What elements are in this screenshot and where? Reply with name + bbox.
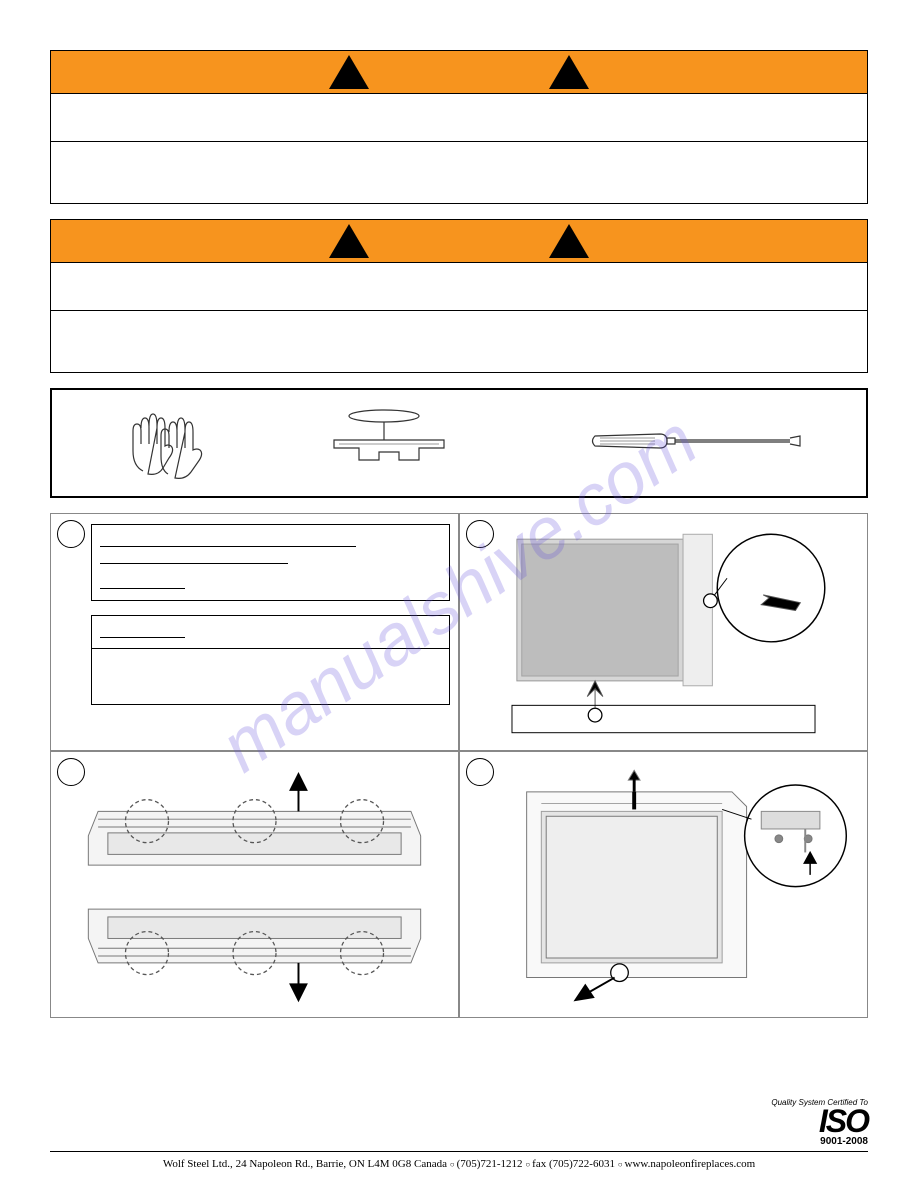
iso-badge: Quality System Certified To ISO 9001-200… [50, 1098, 868, 1147]
step-number-2 [466, 520, 494, 548]
iso-logo-text: ISO [819, 1107, 868, 1136]
step2-diagram [468, 522, 859, 742]
gloves-icon [113, 396, 223, 491]
warning-triangle-icon [329, 55, 369, 89]
iso-number: 9001-2008 [820, 1136, 868, 1147]
step1-text-box-a [91, 524, 450, 601]
warning-row [51, 262, 867, 310]
warning-row [51, 310, 867, 372]
step-2-cell [459, 513, 868, 751]
warning-triangle-icon [549, 224, 589, 258]
step-4-cell [459, 751, 868, 1018]
step-number-1 [57, 520, 85, 548]
step2-caption-box [512, 705, 815, 732]
step4-diagram [468, 760, 859, 1009]
step-number-3 [57, 758, 85, 786]
warning-row [51, 93, 867, 141]
tools-required-box [50, 388, 868, 498]
screwdriver-icon [585, 416, 805, 471]
footer-fax: (705)722-6031 [549, 1158, 615, 1170]
warning-block-1 [50, 50, 868, 204]
step-3-cell [50, 751, 459, 1018]
footer-address: 24 Napoleon Rd., Barrie, ON L4M 0G8 Cana… [236, 1158, 447, 1170]
footer-website: www.napoleonfireplaces.com [625, 1158, 756, 1170]
footer-company: Wolf Steel Ltd., [163, 1158, 233, 1170]
warning-row [51, 141, 867, 203]
warning-header-1 [51, 51, 867, 93]
page-footer: Quality System Certified To ISO 9001-200… [50, 1098, 868, 1170]
step1-text-box-b [91, 615, 450, 705]
step-1-cell [50, 513, 459, 751]
latch-tool-icon [304, 406, 504, 481]
warning-block-2 [50, 219, 868, 373]
footer-fax-label: fax [532, 1158, 546, 1170]
steps-grid [50, 513, 868, 1018]
step3-diagram [59, 760, 450, 1009]
warning-header-2 [51, 220, 867, 262]
footer-contact: Wolf Steel Ltd., 24 Napoleon Rd., Barrie… [50, 1158, 868, 1170]
footer-phone: (705)721-1212 [457, 1158, 523, 1170]
warning-triangle-icon [329, 224, 369, 258]
footer-divider [50, 1151, 868, 1152]
step-number-4 [466, 758, 494, 786]
warning-triangle-icon [549, 55, 589, 89]
